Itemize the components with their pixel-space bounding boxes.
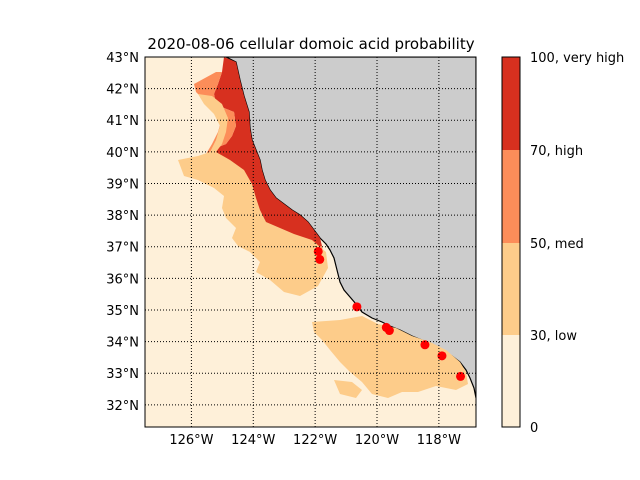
longitude-ticks: 126°W 124°W 122°W 120°W 118°W	[169, 433, 461, 448]
lon-tick-label: 124°W	[231, 433, 275, 448]
colorbar-labels: 100, very high 70, high 50, med 30, low 0	[530, 51, 624, 436]
lon-tick-label: 120°W	[355, 433, 399, 448]
site-marker	[313, 246, 323, 256]
sites-layer	[313, 246, 466, 381]
very-high-band	[210, 57, 322, 248]
map-area	[145, 57, 476, 427]
colorbar-label: 0	[530, 421, 538, 436]
colorbar-swatch-low	[502, 335, 520, 427]
colorbar-swatch-med	[502, 243, 520, 335]
colorbar-label: 50, med	[530, 237, 584, 252]
lon-tick-label: 126°W	[169, 433, 213, 448]
site-marker	[420, 340, 430, 350]
colorbar-label: 30, low	[530, 329, 577, 344]
lat-tick-label: 33°N	[106, 367, 139, 382]
colorbar-swatch-very-high	[502, 57, 520, 150]
site-marker	[315, 254, 325, 264]
lat-tick-label: 36°N	[106, 272, 139, 287]
map-frame	[144, 56, 477, 428]
map-title: 2020-08-06 cellular domoic acid probabil…	[147, 35, 474, 53]
latitude-ticks: 43°N 42°N 41°N 40°N 39°N 38°N 37°N 36°N 35°N 34°N…	[106, 51, 139, 414]
lat-tick-label: 41°N	[106, 114, 139, 129]
lat-tick-label: 38°N	[106, 209, 139, 224]
colorbar-label: 100, very high	[530, 51, 624, 66]
site-marker	[352, 302, 362, 312]
colorbar-swatches	[502, 57, 520, 427]
site-marker	[437, 351, 447, 361]
med-band	[178, 94, 468, 398]
lat-tick-label: 34°N	[106, 336, 139, 351]
lat-tick-label: 43°N	[106, 51, 139, 66]
colorbar-frame	[501, 56, 521, 428]
lon-tick-label: 118°W	[417, 433, 461, 448]
colorbar: 100, very high 70, high 50, med 30, low 0	[501, 51, 624, 436]
colorbar-swatch-high	[502, 150, 520, 243]
colorbar-label: 70, high	[530, 144, 583, 159]
lat-tick-label: 39°N	[106, 177, 139, 192]
site-marker	[456, 371, 466, 381]
lat-tick-label: 40°N	[106, 146, 139, 161]
lon-tick-label: 122°W	[293, 433, 337, 448]
site-marker	[384, 326, 394, 336]
lat-tick-label: 42°N	[106, 83, 139, 98]
lat-tick-label: 32°N	[106, 399, 139, 414]
lat-tick-label: 37°N	[106, 241, 139, 256]
lat-tick-label: 35°N	[106, 304, 139, 319]
gridlines	[145, 57, 476, 427]
